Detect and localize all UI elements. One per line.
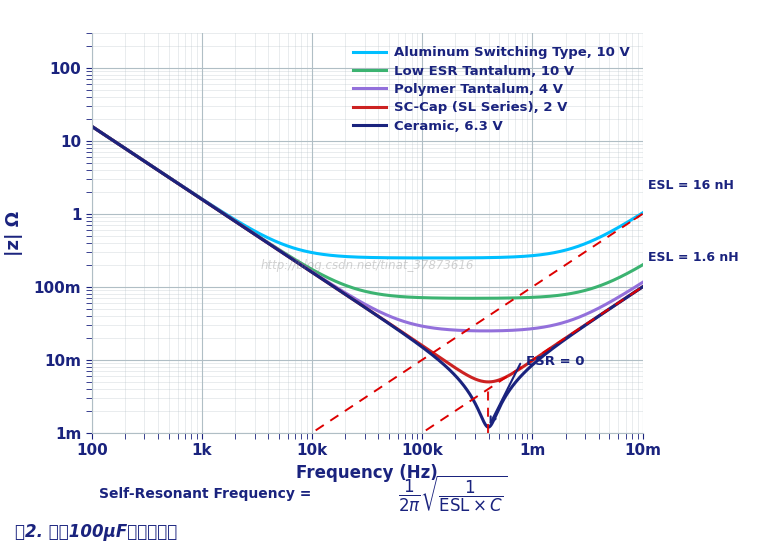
Polymer Tantalum, 4 V: [87, 123, 96, 130]
Line: SC-Cap (SL Series), 2 V: SC-Cap (SL Series), 2 V: [92, 127, 643, 382]
Aluminum Switching Type, 10 V: [521, 253, 530, 260]
Polymer Tantalum, 4 V: [340, 289, 350, 296]
Low ESR Tantalum, 10 V: [87, 123, 96, 130]
Low ESR Tantalum, 10 V: [116, 142, 125, 148]
Text: 图2. 各种100μF电容的阻抗: 图2. 各种100μF电容的阻抗: [15, 523, 177, 541]
Text: ESL = 16 nH: ESL = 16 nH: [648, 179, 734, 191]
Line: Low ESR Tantalum, 10 V: Low ESR Tantalum, 10 V: [92, 127, 643, 298]
SC-Cap (SL Series), 2 V: [638, 284, 647, 290]
SC-Cap (SL Series), 2 V: [622, 294, 631, 301]
Aluminum Switching Type, 10 V: [622, 219, 631, 226]
Legend: Aluminum Switching Type, 10 V, Low ESR Tantalum, 10 V, Polymer Tantalum, 4 V, SC: Aluminum Switching Type, 10 V, Low ESR T…: [346, 40, 636, 139]
SC-Cap (SL Series), 2 V: [340, 291, 350, 297]
Ceramic, 6.3 V: [483, 424, 493, 431]
Text: $\dfrac{1}{2\pi}\sqrt{\dfrac{1}{\mathrm{ESL} \times C}}$: $\dfrac{1}{2\pi}\sqrt{\dfrac{1}{\mathrm{…: [398, 474, 507, 514]
Low ESR Tantalum, 10 V: [355, 286, 364, 293]
SC-Cap (SL Series), 2 V: [116, 142, 125, 148]
Y-axis label: |z| Ω: |z| Ω: [5, 210, 23, 256]
Low ESR Tantalum, 10 V: [469, 295, 478, 301]
Polymer Tantalum, 4 V: [638, 279, 647, 286]
Polymer Tantalum, 4 V: [116, 142, 125, 148]
Polymer Tantalum, 4 V: [355, 298, 364, 305]
Polymer Tantalum, 4 V: [521, 326, 530, 332]
Polymer Tantalum, 4 V: [481, 327, 490, 334]
Text: ESR = 0: ESR = 0: [526, 355, 584, 368]
Aluminum Switching Type, 10 V: [116, 142, 125, 148]
Text: http://blog.csdn.net/tinat_37873616: http://blog.csdn.net/tinat_37873616: [261, 259, 474, 271]
Aluminum Switching Type, 10 V: [638, 210, 647, 216]
Text: ESL = 1.6 nH: ESL = 1.6 nH: [648, 250, 739, 264]
Ceramic, 6.3 V: [355, 300, 364, 307]
Low ESR Tantalum, 10 V: [638, 261, 647, 268]
Ceramic, 6.3 V: [622, 294, 631, 301]
SC-Cap (SL Series), 2 V: [483, 379, 493, 385]
Aluminum Switching Type, 10 V: [340, 253, 350, 260]
Aluminum Switching Type, 10 V: [355, 254, 364, 260]
SC-Cap (SL Series), 2 V: [622, 294, 631, 301]
X-axis label: Frequency (Hz): Frequency (Hz): [296, 464, 438, 482]
Text: Self-Resonant Frequency =: Self-Resonant Frequency =: [99, 487, 317, 501]
Low ESR Tantalum, 10 V: [521, 294, 530, 301]
Aluminum Switching Type, 10 V: [428, 255, 438, 261]
Line: Aluminum Switching Type, 10 V: Aluminum Switching Type, 10 V: [92, 127, 643, 258]
SC-Cap (SL Series), 2 V: [521, 362, 530, 369]
Low ESR Tantalum, 10 V: [622, 270, 631, 277]
SC-Cap (SL Series), 2 V: [355, 300, 364, 307]
Polymer Tantalum, 4 V: [622, 289, 631, 295]
Ceramic, 6.3 V: [116, 142, 125, 148]
Ceramic, 6.3 V: [87, 123, 96, 130]
Polymer Tantalum, 4 V: [622, 289, 631, 296]
Low ESR Tantalum, 10 V: [622, 270, 631, 277]
Line: Polymer Tantalum, 4 V: Polymer Tantalum, 4 V: [92, 127, 643, 331]
Ceramic, 6.3 V: [622, 294, 631, 301]
Aluminum Switching Type, 10 V: [87, 123, 96, 130]
Line: Ceramic, 6.3 V: Ceramic, 6.3 V: [92, 127, 643, 427]
Ceramic, 6.3 V: [638, 284, 647, 290]
SC-Cap (SL Series), 2 V: [87, 123, 96, 130]
Low ESR Tantalum, 10 V: [340, 282, 350, 289]
Ceramic, 6.3 V: [340, 291, 350, 297]
Aluminum Switching Type, 10 V: [622, 219, 631, 226]
Ceramic, 6.3 V: [521, 368, 530, 375]
